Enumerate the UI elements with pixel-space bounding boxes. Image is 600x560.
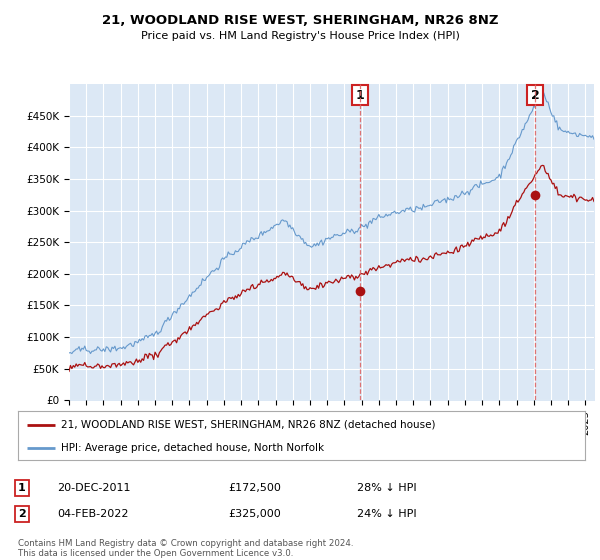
Text: 1: 1	[18, 483, 26, 493]
Text: 20-DEC-2011: 20-DEC-2011	[57, 483, 131, 493]
Text: 1: 1	[356, 88, 365, 101]
Text: 2: 2	[18, 509, 26, 519]
Text: £325,000: £325,000	[228, 509, 281, 519]
Text: 21, WOODLAND RISE WEST, SHERINGHAM, NR26 8NZ: 21, WOODLAND RISE WEST, SHERINGHAM, NR26…	[102, 14, 498, 27]
Text: 2: 2	[531, 88, 539, 101]
Text: Contains HM Land Registry data © Crown copyright and database right 2024.
This d: Contains HM Land Registry data © Crown c…	[18, 539, 353, 558]
Text: 24% ↓ HPI: 24% ↓ HPI	[357, 509, 416, 519]
Text: Price paid vs. HM Land Registry's House Price Index (HPI): Price paid vs. HM Land Registry's House …	[140, 31, 460, 41]
Text: 04-FEB-2022: 04-FEB-2022	[57, 509, 128, 519]
Text: £172,500: £172,500	[228, 483, 281, 493]
Text: 21, WOODLAND RISE WEST, SHERINGHAM, NR26 8NZ (detached house): 21, WOODLAND RISE WEST, SHERINGHAM, NR26…	[61, 420, 435, 430]
Text: 28% ↓ HPI: 28% ↓ HPI	[357, 483, 416, 493]
Text: HPI: Average price, detached house, North Norfolk: HPI: Average price, detached house, Nort…	[61, 443, 323, 453]
